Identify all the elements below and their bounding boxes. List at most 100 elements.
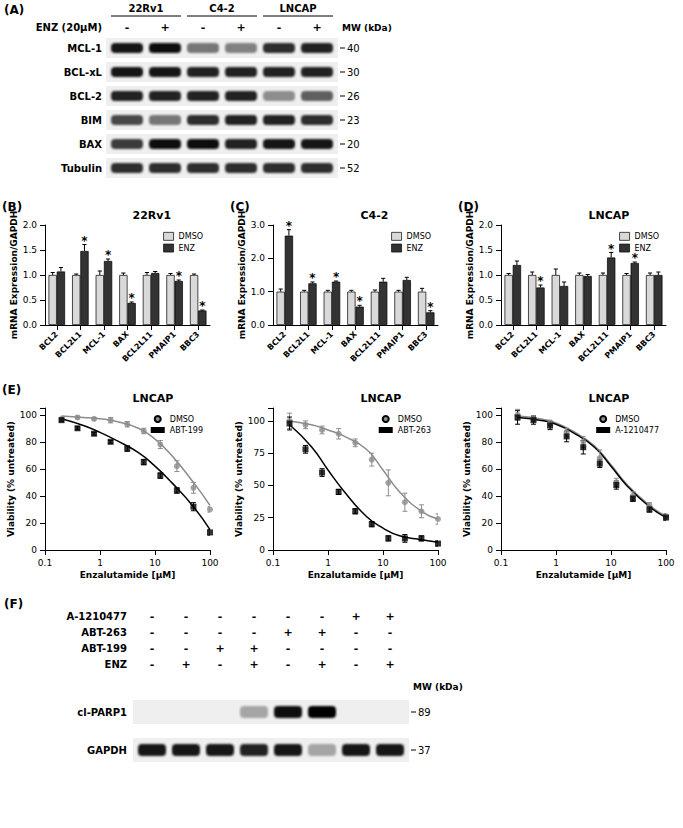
svg-text:+: + <box>181 658 190 671</box>
svg-text:ABT-263: ABT-263 <box>81 627 127 638</box>
svg-text:0.0: 0.0 <box>23 320 38 330</box>
svg-text:+: + <box>249 658 258 671</box>
svg-text:ENZ: ENZ <box>179 244 196 253</box>
svg-text:Enzalutamide [μM]: Enzalutamide [μM] <box>80 570 176 580</box>
svg-text:1.5: 1.5 <box>479 245 493 255</box>
svg-text:cl-PARP1: cl-PARP1 <box>77 707 127 718</box>
svg-text:mRNA Expression/GAPDH: mRNA Expression/GAPDH <box>465 211 475 340</box>
svg-text:C4-2: C4-2 <box>209 3 234 14</box>
svg-text:0: 0 <box>31 545 37 555</box>
svg-text:23: 23 <box>347 115 360 126</box>
svg-text:1.0: 1.0 <box>479 270 494 280</box>
svg-text:BCL2L1: BCL2L1 <box>510 330 540 360</box>
svg-text:BCL2: BCL2 <box>266 330 288 352</box>
svg-text:-: - <box>252 610 257 623</box>
svg-text:-: - <box>354 626 359 639</box>
svg-text:Tubulin: Tubulin <box>61 163 102 174</box>
svg-text:*: * <box>356 294 363 308</box>
svg-text:1: 1 <box>97 558 103 568</box>
svg-text:100: 100 <box>429 558 446 568</box>
svg-text:*: * <box>286 219 293 233</box>
svg-text:-: - <box>388 626 393 639</box>
svg-text:60: 60 <box>482 464 494 474</box>
svg-text:0.1: 0.1 <box>38 558 52 568</box>
svg-text:+: + <box>215 642 224 655</box>
svg-text:LNCAP: LNCAP <box>589 392 630 405</box>
svg-text:BBC3: BBC3 <box>634 330 657 353</box>
svg-text:20: 20 <box>347 139 360 150</box>
svg-text:100: 100 <box>248 416 265 426</box>
svg-text:MCL-1: MCL-1 <box>537 330 563 356</box>
svg-text:22Rv1: 22Rv1 <box>128 3 163 14</box>
svg-text:2.0: 2.0 <box>23 220 38 230</box>
svg-text:LNCAP: LNCAP <box>133 392 174 405</box>
svg-text:1.5: 1.5 <box>23 245 37 255</box>
svg-text:+: + <box>385 610 394 623</box>
svg-text:DMSO: DMSO <box>407 232 431 241</box>
svg-text:-: - <box>252 626 257 639</box>
svg-text:0.0: 0.0 <box>251 320 266 330</box>
svg-text:A-1210477: A-1210477 <box>66 611 127 622</box>
svg-text:-: - <box>184 642 189 655</box>
svg-text:DMSO: DMSO <box>398 415 422 424</box>
svg-text:1.0: 1.0 <box>23 270 38 280</box>
svg-text:LNCAP: LNCAP <box>589 209 630 222</box>
svg-text:-: - <box>218 610 223 623</box>
svg-text:50: 50 <box>254 480 266 490</box>
svg-text:-: - <box>150 626 155 639</box>
svg-text:1: 1 <box>553 558 559 568</box>
svg-text:BCL2L11: BCL2L11 <box>120 330 154 364</box>
svg-text:25: 25 <box>254 513 265 523</box>
svg-text:75: 75 <box>254 448 265 458</box>
svg-text:BAX: BAX <box>567 330 586 349</box>
svg-text:LNCAP: LNCAP <box>279 3 316 14</box>
svg-text:BCL2L1: BCL2L1 <box>282 330 312 360</box>
svg-text:DMSO: DMSO <box>179 232 203 241</box>
svg-text:PMAIP1: PMAIP1 <box>603 330 634 361</box>
svg-text:MCL-1: MCL-1 <box>67 43 102 54</box>
svg-text:BCL-xL: BCL-xL <box>64 67 103 78</box>
svg-text:MCL-1: MCL-1 <box>81 330 107 356</box>
svg-text:*: * <box>608 242 615 256</box>
svg-text:mRNA Expression/GAPDH: mRNA Expression/GAPDH <box>237 211 247 340</box>
svg-text:-: - <box>277 21 282 34</box>
svg-text:Viability (% untreated): Viability (% untreated) <box>6 421 16 537</box>
svg-text:0.0: 0.0 <box>479 320 494 330</box>
svg-text:BCL2L11: BCL2L11 <box>348 330 382 364</box>
svg-text:MCL-1: MCL-1 <box>309 330 335 356</box>
svg-text:Viability (% untreated): Viability (% untreated) <box>462 421 472 537</box>
svg-text:DMSO: DMSO <box>615 415 639 424</box>
svg-text:BCL-2: BCL-2 <box>70 91 102 102</box>
svg-text:-: - <box>320 642 325 655</box>
svg-text:Enzalutamide [μM]: Enzalutamide [μM] <box>308 570 404 580</box>
svg-text:40: 40 <box>482 491 494 501</box>
svg-text:Viability (% untreated): Viability (% untreated) <box>234 421 244 537</box>
svg-text:-: - <box>286 658 291 671</box>
svg-text:*: * <box>309 271 316 285</box>
svg-text:80: 80 <box>482 437 494 447</box>
svg-text:ABT-263: ABT-263 <box>398 426 431 435</box>
svg-text:52: 52 <box>347 163 360 174</box>
svg-text:(E): (E) <box>2 383 21 397</box>
svg-text:DMSO: DMSO <box>635 232 659 241</box>
svg-text:ENZ: ENZ <box>105 659 127 670</box>
svg-text:BCL2L11: BCL2L11 <box>576 330 610 364</box>
svg-text:A-1210477: A-1210477 <box>615 426 659 435</box>
svg-text:3.0: 3.0 <box>251 220 266 230</box>
svg-text:BCL2L1: BCL2L1 <box>54 330 84 360</box>
svg-text:BBC3: BBC3 <box>178 330 201 353</box>
svg-text:-: - <box>354 642 359 655</box>
svg-text:-: - <box>150 642 155 655</box>
svg-text:0.5: 0.5 <box>23 295 37 305</box>
svg-text:37: 37 <box>418 745 431 756</box>
svg-text:2.0: 2.0 <box>479 220 494 230</box>
svg-text:100: 100 <box>657 558 674 568</box>
svg-text:20: 20 <box>26 518 38 528</box>
svg-text:10: 10 <box>377 558 389 568</box>
svg-text:BCL2: BCL2 <box>38 330 60 352</box>
svg-text:*: * <box>333 270 340 284</box>
svg-text:MW (kDa): MW (kDa) <box>342 23 392 33</box>
svg-text:BIM: BIM <box>81 115 102 126</box>
svg-text:0: 0 <box>487 545 493 555</box>
svg-text:60: 60 <box>26 464 38 474</box>
